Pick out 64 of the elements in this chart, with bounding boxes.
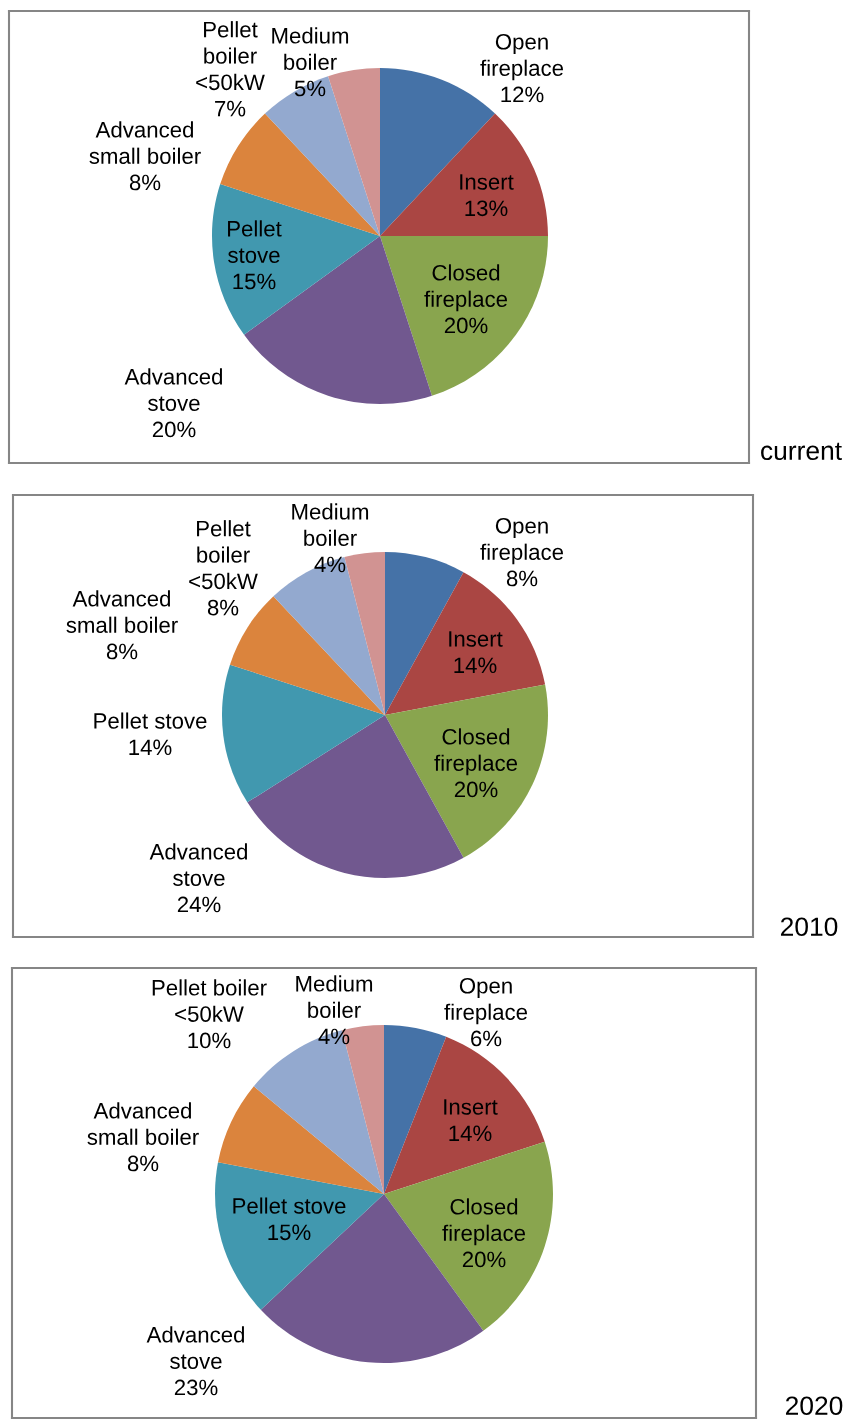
slice-label: Open fireplace xyxy=(444,977,528,1025)
slice-label: Medium boiler xyxy=(292,503,369,546)
slice-label: Pellet stove xyxy=(228,220,282,263)
pie-slice xyxy=(222,664,385,803)
data-label: 12% xyxy=(501,86,544,103)
data-label: 20% xyxy=(152,421,196,438)
data-label: 8% xyxy=(106,643,138,660)
pie-slice xyxy=(385,572,546,715)
pie-slice xyxy=(273,557,385,715)
pie-slice xyxy=(253,1030,384,1194)
data-label: 4% xyxy=(314,556,346,573)
slice-label: Closed fireplace xyxy=(434,728,518,776)
slice-label: Advanced stove xyxy=(146,1326,244,1369)
data-label: 23% xyxy=(174,1379,218,1396)
slice-label: Pellet stove xyxy=(233,1197,346,1214)
slice-label: Medium boiler xyxy=(272,27,349,70)
slice-label: Pellet boiler <50kW xyxy=(189,520,258,590)
data-label: 13% xyxy=(465,200,508,217)
pie-slice xyxy=(385,684,548,858)
pie-slice xyxy=(328,68,380,236)
data-label: 10% xyxy=(188,1032,231,1049)
slice-label: Advanced stove xyxy=(124,368,222,411)
slice-label: Closed fireplace xyxy=(424,264,508,312)
slice-label: Pellet stove xyxy=(94,712,207,729)
pie-slice xyxy=(212,184,380,335)
slice-label: Pellet boiler <50kW xyxy=(152,979,267,1022)
data-label: 14% xyxy=(129,739,172,756)
data-label: 14% xyxy=(454,657,497,674)
slice-label: Advanced small boiler xyxy=(66,590,178,633)
slice-label: Medium boiler xyxy=(296,975,373,1018)
slice-label: Pellet boiler <50kW xyxy=(196,21,265,91)
data-label: 4% xyxy=(318,1028,350,1045)
slice-label: Insert xyxy=(449,631,503,647)
data-label: 8% xyxy=(129,174,161,191)
text: 2020 xyxy=(785,1396,843,1416)
text: current xyxy=(761,442,842,461)
slice-label: Insert xyxy=(444,1099,498,1115)
text: 2010 xyxy=(780,917,838,937)
slice-label: Open fireplace xyxy=(480,33,564,81)
data-label: 6% xyxy=(471,1030,502,1047)
data-label: 14% xyxy=(449,1125,492,1142)
pie-slice xyxy=(344,552,385,715)
data-label: 5% xyxy=(294,80,326,97)
data-label: 20% xyxy=(444,317,488,334)
slice-label: Advanced small boiler xyxy=(89,121,201,164)
slice-label: Closed fireplace xyxy=(442,1198,526,1246)
pie-slice xyxy=(380,113,548,236)
pie-slice xyxy=(217,1086,384,1194)
slice-label: Insert xyxy=(460,174,514,190)
slice-label: Open fireplace xyxy=(480,517,564,565)
data-label: 8% xyxy=(506,570,538,587)
pie-slice xyxy=(215,1162,384,1310)
slice-label: Advanced stove xyxy=(149,843,247,886)
data-label: 20% xyxy=(462,1251,506,1268)
data-label: 15% xyxy=(233,273,276,290)
data-label: 20% xyxy=(454,781,498,798)
data-label: 15% xyxy=(268,1224,311,1241)
data-label: 8% xyxy=(207,599,239,616)
slice-label: Advanced small boiler xyxy=(87,1102,199,1145)
data-label: 8% xyxy=(127,1155,159,1172)
pie-slice xyxy=(380,236,548,396)
data-label: 24% xyxy=(177,896,221,913)
pie-slice xyxy=(384,1141,553,1331)
data-label: 7% xyxy=(215,100,246,117)
